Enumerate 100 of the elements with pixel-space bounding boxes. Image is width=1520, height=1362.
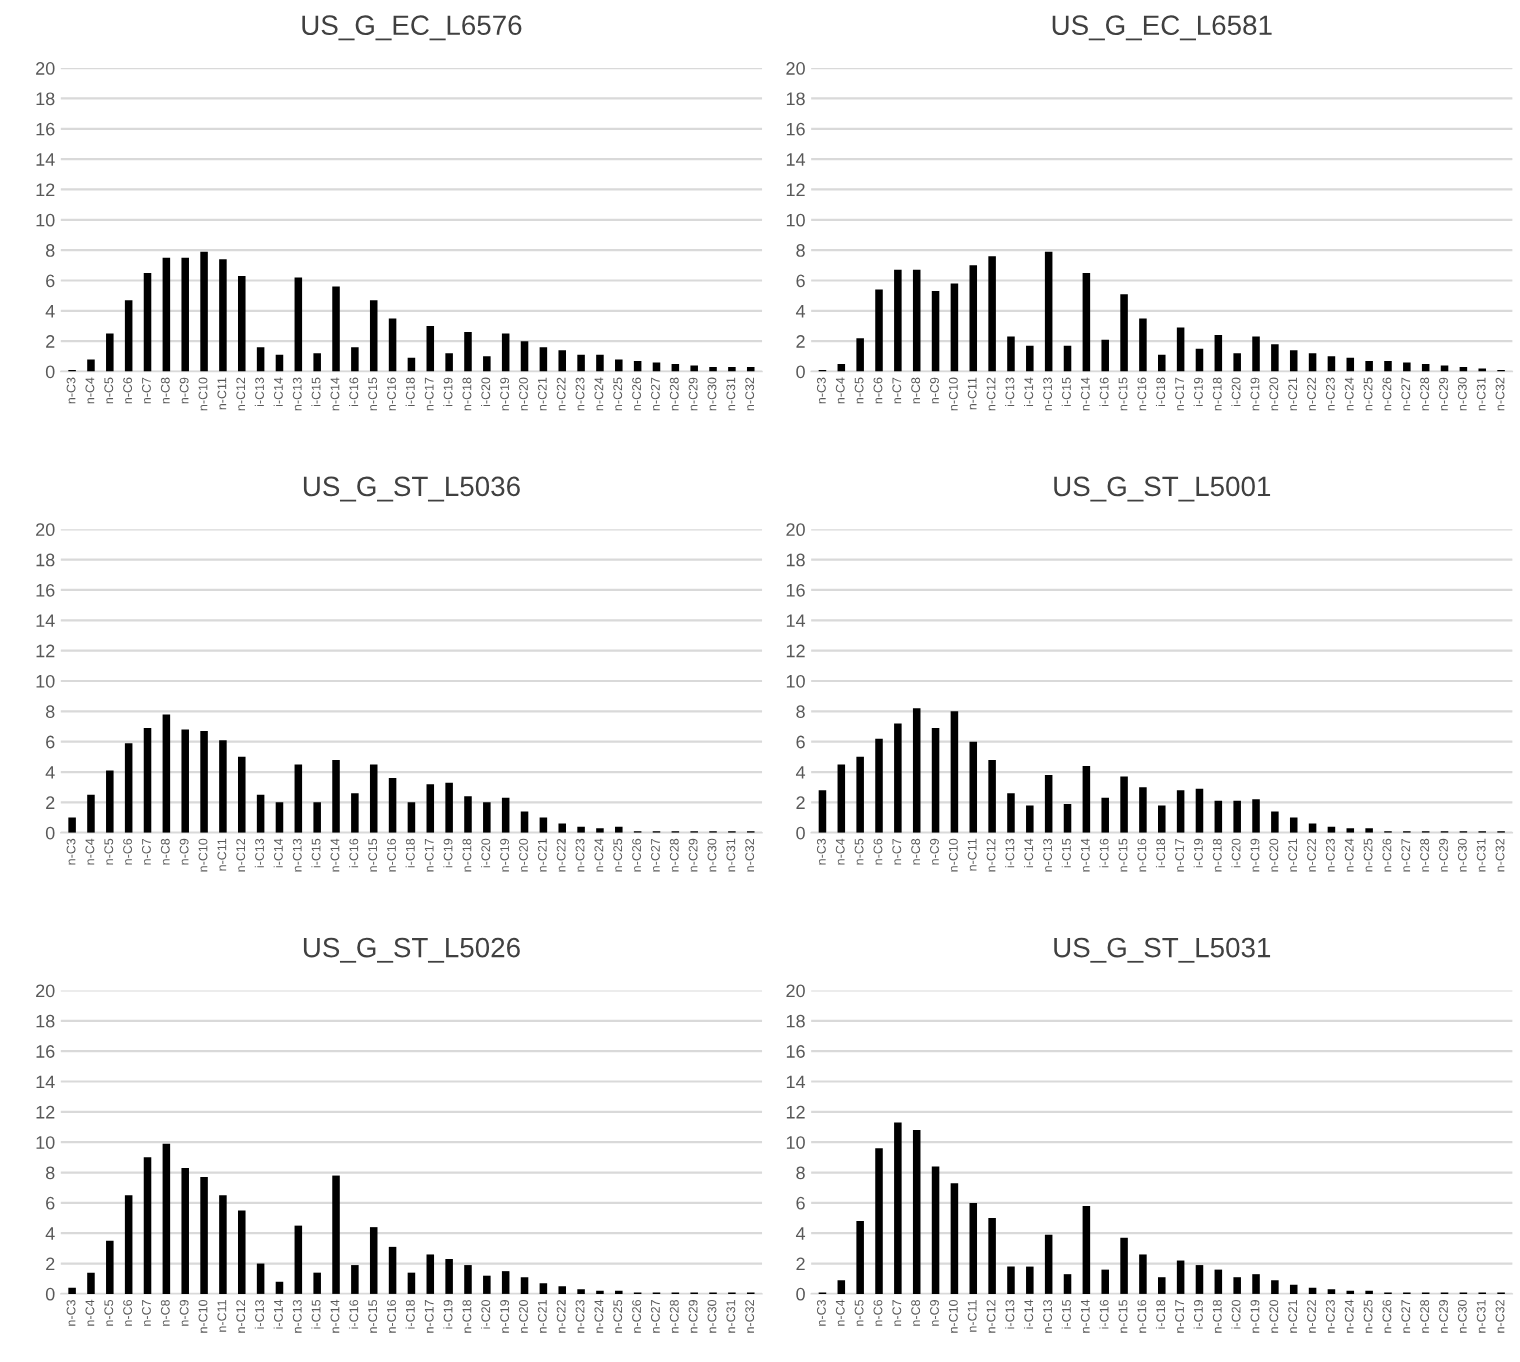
bar	[1176, 327, 1185, 372]
bar	[969, 265, 978, 372]
bar	[332, 759, 340, 833]
chart-title: US_G_ST_L5036	[303, 476, 520, 502]
bar	[351, 1265, 359, 1294]
chart-title: US_G_ST_L5001	[1054, 476, 1271, 502]
chart-title: US_G_EC_L6576	[302, 15, 522, 41]
chart-title: US_G_EC_L6581	[1052, 15, 1272, 41]
y-tick-label: 10	[36, 674, 55, 688]
y-tick-label: 12	[786, 183, 805, 197]
bar	[1403, 362, 1411, 372]
bar	[912, 269, 921, 372]
bar	[690, 365, 698, 372]
bar	[1120, 776, 1128, 833]
y-tick-label: 8	[45, 1166, 55, 1180]
bar	[124, 743, 133, 833]
bar	[1044, 251, 1053, 372]
bar	[894, 269, 902, 372]
y-tick-label: 20	[36, 523, 55, 537]
bar	[407, 1272, 416, 1294]
bar	[369, 1227, 378, 1294]
bar	[351, 793, 359, 833]
bar	[894, 1122, 902, 1294]
bar	[837, 764, 846, 833]
bar	[1082, 765, 1091, 833]
bar	[894, 723, 902, 833]
bar	[988, 1218, 996, 1294]
bar	[369, 300, 378, 372]
bar	[200, 731, 208, 833]
bar	[124, 1195, 133, 1294]
y-tick-label: 8	[796, 1166, 805, 1180]
bar	[464, 1265, 472, 1294]
bar	[1158, 805, 1166, 833]
bar	[1214, 335, 1223, 372]
bar	[1176, 790, 1185, 833]
bar	[181, 1167, 189, 1294]
bar	[1007, 336, 1015, 372]
bar	[1252, 1274, 1260, 1294]
bar	[1233, 353, 1241, 372]
y-tick-label: 6	[46, 735, 55, 749]
y-tick-label: 14	[36, 614, 55, 627]
bar	[87, 359, 95, 372]
y-tick-label: 16	[36, 583, 55, 597]
bar	[332, 286, 340, 372]
y-tick-label: 12	[786, 1105, 805, 1119]
bar	[313, 1272, 321, 1294]
bar	[143, 1157, 152, 1294]
bar	[483, 356, 491, 372]
y-tick-label: 14	[36, 1075, 55, 1089]
bar	[931, 728, 940, 833]
y-tick-label: 0	[796, 365, 805, 379]
y-tick-label: 12	[36, 644, 55, 658]
y-tick-label: 8	[45, 244, 55, 257]
bar	[313, 353, 321, 372]
bar	[1195, 788, 1204, 833]
bar	[1063, 803, 1072, 833]
bar	[1289, 1284, 1298, 1294]
bar	[501, 797, 510, 833]
bar	[483, 802, 491, 833]
bar	[124, 300, 133, 372]
y-tick-label: 16	[786, 122, 805, 136]
y-tick-label: 12	[36, 183, 55, 197]
bar	[1233, 1277, 1241, 1294]
y-tick-label: 14	[786, 614, 806, 627]
y-tick-label: 6	[796, 1196, 805, 1210]
bar	[1044, 1234, 1053, 1294]
y-tick-label: 18	[786, 1014, 805, 1028]
bar	[988, 256, 996, 372]
bar	[1026, 805, 1034, 833]
y-tick-label: 18	[36, 92, 55, 106]
bar	[1063, 1274, 1072, 1294]
bar	[1271, 1280, 1279, 1294]
y-tick-label: 14	[786, 153, 806, 166]
bar	[1101, 1269, 1109, 1294]
y-tick-label: 0	[45, 365, 55, 379]
y-tick-label: 6	[46, 1196, 55, 1210]
bar	[200, 1177, 208, 1294]
bar	[294, 764, 303, 833]
y-tick-label: 6	[796, 735, 805, 749]
y-tick-label: 4	[45, 304, 55, 318]
bar	[464, 332, 472, 372]
y-tick-label: 20	[36, 984, 55, 998]
bar	[68, 1287, 76, 1294]
bar	[1195, 348, 1204, 372]
bar	[1214, 800, 1223, 833]
y-tick-label: 8	[796, 705, 805, 719]
bar	[1176, 1260, 1185, 1294]
bar	[728, 366, 736, 372]
y-tick-label: 10	[786, 1136, 805, 1149]
bar	[1120, 1237, 1128, 1294]
bar	[1327, 356, 1336, 372]
bar	[969, 1202, 978, 1294]
y-tick-label: 4	[795, 766, 806, 779]
y-tick-label: 2	[46, 796, 55, 809]
bar	[256, 347, 265, 372]
bar	[520, 341, 529, 372]
bar	[106, 770, 114, 833]
bar	[931, 291, 940, 372]
bar	[238, 275, 246, 372]
bar	[181, 729, 189, 833]
